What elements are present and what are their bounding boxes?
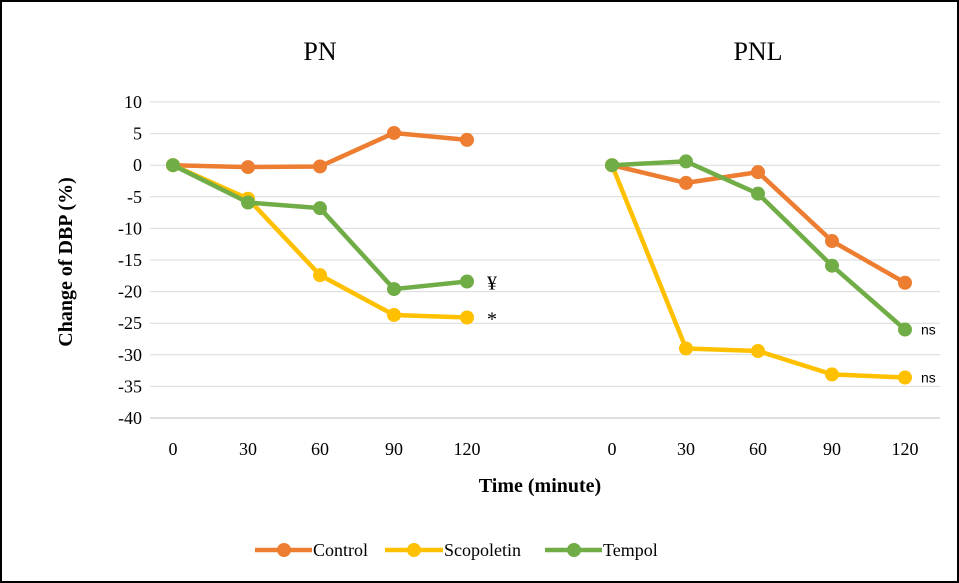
data-point [605, 158, 619, 173]
data-point [387, 307, 401, 322]
legend-marker [567, 543, 581, 557]
x-tick-label: 120 [454, 439, 481, 459]
legend: Control Scopoletin Tempol [255, 540, 658, 560]
data-point [751, 344, 765, 359]
data-point [241, 160, 255, 175]
data-point [460, 310, 474, 325]
x-axis-title: Time (minute) [479, 475, 601, 497]
x-axis-ticks: 0 30 60 90 120 0 30 60 90 120 [169, 439, 919, 459]
legend-label: Scopoletin [444, 540, 521, 560]
data-point [313, 268, 327, 283]
panel-title: PNL [733, 37, 782, 66]
legend-label: Control [313, 540, 368, 560]
end-label: ¥ [487, 272, 497, 294]
y-tick-label: -15 [118, 250, 142, 270]
end-label: ns [921, 322, 936, 338]
x-tick-label: 120 [892, 439, 919, 459]
series-line [609, 159, 908, 332]
y-axis-ticks: 10 5 0 -5 -10 -15 -20 -25 -30 -35 -40 [118, 92, 142, 428]
data-point [387, 125, 401, 140]
series-tempol-pn [166, 158, 474, 297]
y-tick-label: 0 [133, 155, 142, 175]
y-tick-label: -40 [118, 408, 142, 428]
x-tick-label: 60 [311, 439, 329, 459]
data-point [166, 158, 180, 173]
data-point [241, 195, 255, 210]
data-point [679, 175, 693, 190]
y-tick-label: -10 [118, 218, 142, 238]
y-tick-label: 10 [124, 92, 142, 112]
data-point [751, 186, 765, 201]
data-point [825, 367, 839, 382]
legend-item-scopoletin: Scopoletin [385, 540, 521, 560]
data-point [898, 275, 912, 290]
legend-label: Tempol [603, 540, 658, 560]
y-tick-label: -35 [118, 376, 142, 396]
y-tick-label: -30 [118, 345, 142, 365]
gridlines [150, 101, 940, 419]
end-labels: * ¥ ns ns [487, 272, 936, 385]
x-tick-label: 0 [169, 439, 178, 459]
data-point [898, 370, 912, 385]
y-tick-label: -20 [118, 282, 142, 302]
data-point [313, 159, 327, 174]
y-tick-label: -5 [127, 187, 142, 207]
data-point [460, 132, 474, 147]
legend-item-tempol: Tempol [545, 540, 658, 560]
legend-item-control: Control [255, 540, 368, 560]
panel-title: PN [303, 37, 336, 66]
end-label: * [487, 309, 497, 331]
data-point [679, 341, 693, 356]
series-line [609, 162, 908, 286]
end-label: ns [921, 370, 936, 386]
x-tick-label: 60 [749, 439, 767, 459]
data-point [313, 201, 327, 216]
data-point [679, 154, 693, 169]
x-tick-label: 30 [239, 439, 257, 459]
data-point [825, 234, 839, 249]
y-axis-title: Change of DBP (%) [55, 177, 77, 346]
legend-marker [407, 543, 421, 557]
x-tick-label: 0 [608, 439, 617, 459]
x-tick-label: 90 [385, 439, 403, 459]
y-tick-label: -25 [118, 313, 142, 333]
legend-marker [277, 543, 291, 557]
panel-titles: PN PNL [303, 37, 782, 66]
data-point [460, 274, 474, 289]
x-tick-label: 30 [677, 439, 695, 459]
data-point [898, 322, 912, 337]
data-point [825, 258, 839, 273]
series-control-pnl [605, 158, 912, 290]
data-point [387, 282, 401, 297]
series-tempol-pnl [605, 154, 912, 337]
series-layer [166, 125, 912, 385]
x-tick-label: 90 [823, 439, 841, 459]
y-tick-label: 5 [133, 124, 142, 144]
data-point [751, 165, 765, 180]
series-scopoletin-pnl [605, 158, 912, 385]
